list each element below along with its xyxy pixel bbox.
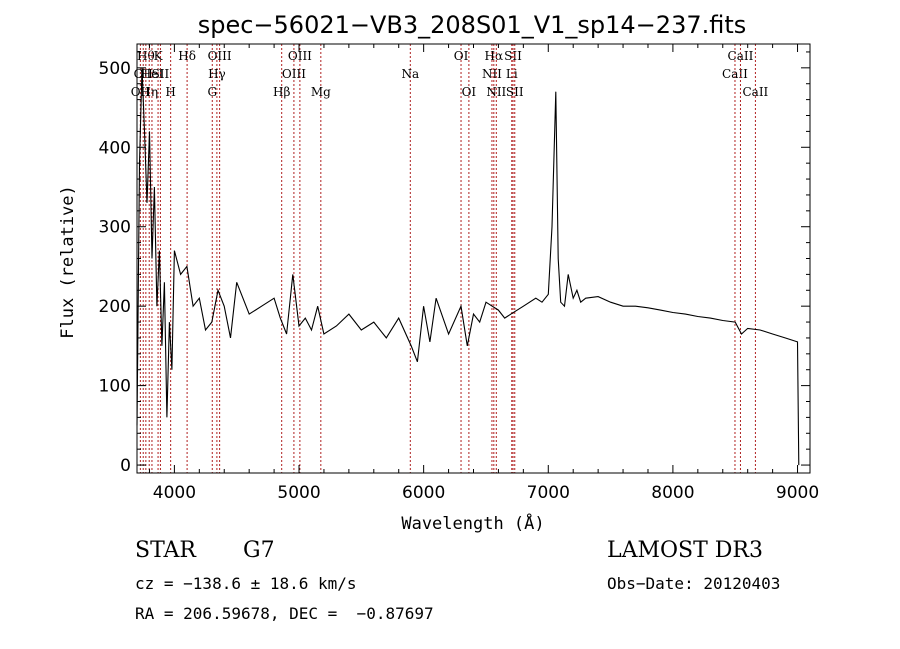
plot-frame bbox=[136, 43, 811, 474]
chart-title: spec−56021−VB3_208S01_V1_sp14−237.fits bbox=[198, 11, 747, 39]
sky-coordinates: RA = 206.59678, DEC = −0.87697 bbox=[135, 604, 434, 623]
spectral-line-label: Li bbox=[506, 67, 518, 81]
spectral-line-label: SII bbox=[504, 49, 522, 63]
spectral-line-label: CaII bbox=[728, 49, 754, 63]
spectral-line-label: OI bbox=[454, 49, 469, 63]
y-axis-label: Flux (relative) bbox=[58, 185, 78, 339]
spectral-line-label: OI bbox=[462, 85, 477, 99]
x-tick-label: 8000 bbox=[651, 483, 694, 503]
spectral-line-label: CaII bbox=[742, 85, 768, 99]
spectral-line-label: K bbox=[154, 49, 164, 63]
x-tick-label: 4000 bbox=[153, 483, 196, 503]
spectral-line-label: H bbox=[165, 85, 175, 99]
spectral-line-label: G bbox=[207, 85, 217, 99]
spectral-line-label: Hη bbox=[140, 85, 158, 99]
spectral-line-label: Na bbox=[401, 67, 419, 81]
spectral-line-label: Hβ bbox=[273, 85, 290, 99]
spectral-line-label: OIII bbox=[282, 67, 306, 81]
spectral-line-label: Hα bbox=[485, 49, 504, 63]
x-tick-label: 9000 bbox=[776, 483, 819, 503]
spectral-line-label: SII bbox=[152, 67, 170, 81]
spectral-line-label: CaII bbox=[722, 67, 748, 81]
spectral-line-label: OIII bbox=[208, 49, 232, 63]
spectral-line-label: SII bbox=[506, 85, 524, 99]
x-tick-label: 5000 bbox=[277, 483, 320, 503]
x-tick-label: 6000 bbox=[402, 483, 445, 503]
spectral-line-label: Hδ bbox=[178, 49, 196, 63]
y-tick-label: 400 bbox=[99, 138, 131, 158]
spectral-line-label: Hγ bbox=[208, 67, 226, 81]
spectral-line-label: NII bbox=[482, 67, 502, 81]
x-axis-label: Wavelength (Å) bbox=[401, 512, 544, 534]
y-tick-label: 300 bbox=[99, 218, 131, 238]
y-tick-label: 100 bbox=[99, 377, 131, 397]
y-tick-label: 0 bbox=[120, 456, 131, 476]
object-subclass: G7 bbox=[243, 538, 275, 563]
spectral-line-label: Mg bbox=[311, 85, 331, 99]
spectral-line-label: Hθ bbox=[137, 49, 155, 63]
spectral-line-label: OIII bbox=[288, 49, 312, 63]
y-tick-label: 500 bbox=[99, 59, 131, 79]
x-tick-label: 7000 bbox=[527, 483, 570, 503]
spectral-line-label: OII bbox=[134, 67, 154, 81]
object-class: STAR bbox=[135, 538, 196, 563]
redshift-velocity: cz = −138.6 ± 18.6 km/s bbox=[135, 574, 357, 593]
observation-date: Obs−Date: 20120403 bbox=[607, 574, 781, 593]
spectral-line-label: NII bbox=[486, 85, 506, 99]
survey-name: LAMOST DR3 bbox=[607, 538, 763, 563]
y-tick-label: 200 bbox=[99, 297, 131, 317]
spectrum-series-line bbox=[136, 67, 800, 466]
